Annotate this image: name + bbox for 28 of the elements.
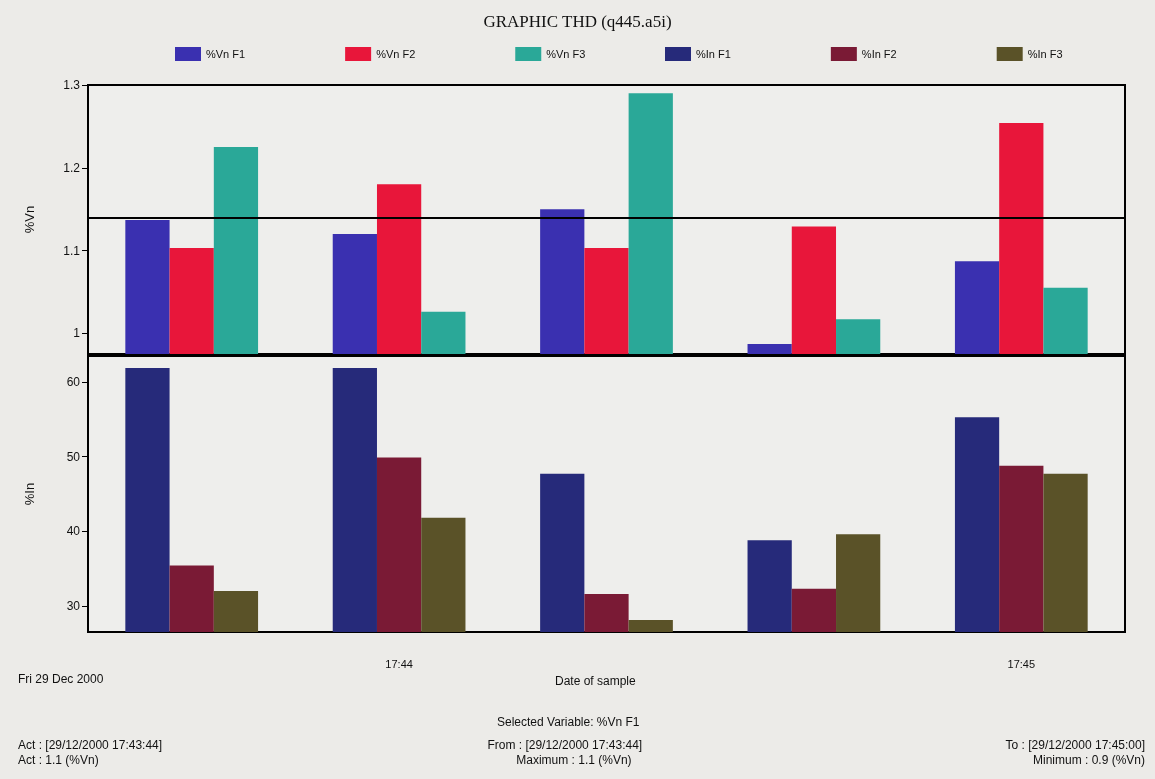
- chart-title: GRAPHIC THD (q445.a5i): [483, 12, 672, 31]
- legend-label: %Vn F3: [546, 48, 586, 60]
- x-tick-label: 17:45: [1007, 657, 1036, 670]
- y-tick-label: 1.3: [63, 78, 81, 92]
- text: Selected Variable: %Vn F1: [497, 715, 640, 729]
- y-tick-label: 1: [73, 326, 81, 341]
- y-axis-title: %In: [22, 482, 37, 506]
- y-tick-label: 1.1: [63, 243, 81, 258]
- text: To : [29/12/2000 17:45:00]: [1005, 738, 1146, 752]
- y-tick-label: 40: [66, 524, 81, 539]
- y-tick-label: 30: [66, 598, 81, 613]
- legend-label: %Vn F1: [206, 48, 246, 60]
- text: Act : 1.1 (%Vn): [18, 753, 99, 767]
- legend-label: %Vn F2: [376, 48, 416, 60]
- legend-label: %In F2: [861, 48, 897, 60]
- y-tick-label: 50: [66, 449, 81, 464]
- text: Maximum : 1.1 (%Vn): [516, 753, 632, 767]
- y-axis-title: %Vn: [22, 205, 37, 234]
- y-tick-label: 1.2: [63, 160, 81, 175]
- y-tick-label: 60: [66, 375, 81, 390]
- legend-label: %In F1: [696, 48, 731, 60]
- text: Minimum : 0.9 (%Vn): [1032, 753, 1146, 767]
- text: Act : [29/12/2000 17:43:44]: [18, 738, 163, 752]
- legend-label: %In F3: [1027, 48, 1063, 60]
- text: From : [29/12/2000 17:43:44]: [487, 738, 643, 752]
- x-axis-title: Date of sample: [555, 674, 637, 688]
- x-tick-label: 17:44: [385, 657, 413, 670]
- text: Fri 29 Dec 2000: [18, 672, 104, 686]
